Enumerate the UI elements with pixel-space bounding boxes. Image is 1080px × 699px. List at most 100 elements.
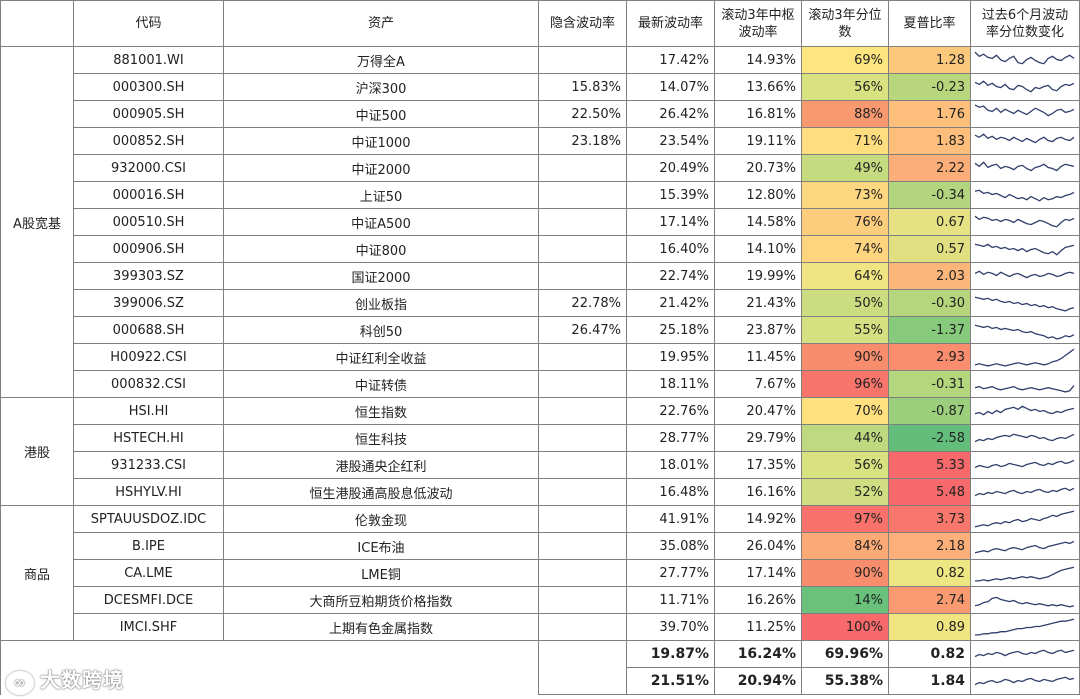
latest-vol-cell: 28.77% bbox=[626, 424, 715, 452]
sparkline-path bbox=[974, 80, 1075, 93]
table-body: A股宽基 881001.WI 万得全A 17.42% 14.93% 69% 1.28 0003… bbox=[0, 46, 1080, 641]
sparkline bbox=[975, 618, 1075, 636]
group-label: 港股 bbox=[0, 397, 74, 506]
implied-vol-cell: 26.47% bbox=[538, 316, 627, 344]
code-cell: 000906.SH bbox=[73, 235, 224, 263]
table-row: 932000.CSI 中证2000 20.49% 20.73% 49% 2.22 bbox=[1, 154, 1080, 182]
spark-cell bbox=[970, 343, 1080, 371]
sharpe-cell: 2.03 bbox=[888, 262, 971, 290]
spark-cell bbox=[970, 181, 1080, 209]
summary-latest-vol: 21.51% bbox=[626, 667, 715, 695]
code-cell: SPTAUUSDOZ.IDC bbox=[73, 505, 224, 533]
spark-cell bbox=[970, 127, 1080, 155]
sparkline bbox=[975, 566, 1075, 582]
asset-cell: 中证红利全收益 bbox=[223, 343, 539, 371]
code-cell: 000300.SH bbox=[73, 73, 224, 101]
latest-vol-cell: 25.18% bbox=[626, 316, 715, 344]
asset-cell: 上期有色金属指数 bbox=[223, 613, 539, 641]
sparkline-path bbox=[974, 596, 1075, 608]
implied-vol-cell bbox=[538, 343, 627, 371]
percentile-cell: 88% bbox=[801, 100, 889, 128]
sparkline-path bbox=[974, 405, 1075, 416]
sparkline bbox=[974, 270, 1075, 279]
spark-cell bbox=[970, 370, 1080, 398]
table-row: 000832.CSI 中证转债 18.11% 7.67% 96% -0.31 bbox=[1, 370, 1080, 398]
center-vol-cell: 20.47% bbox=[714, 397, 802, 425]
summary-latest-vol: 19.87% bbox=[626, 640, 715, 668]
percentile-cell: 64% bbox=[801, 262, 889, 290]
summary-spark-cell bbox=[970, 667, 1080, 695]
spark-cell bbox=[970, 46, 1080, 74]
code-cell: HSHYLV.HI bbox=[73, 478, 224, 506]
sparkline-path bbox=[974, 270, 1075, 279]
asset-cell: 国证2000 bbox=[223, 262, 539, 290]
asset-cell: 恒生指数 bbox=[223, 397, 539, 425]
sparkline bbox=[974, 189, 1075, 202]
asset-cell: 中证A500 bbox=[223, 208, 539, 236]
sparkline bbox=[974, 510, 1075, 528]
latest-vol-cell: 19.95% bbox=[626, 343, 715, 371]
sparkline-path bbox=[974, 243, 1075, 256]
center-vol-cell: 12.80% bbox=[714, 181, 802, 209]
table-row: B.IPE ICE布油 35.08% 26.04% 84% 2.18 bbox=[1, 532, 1080, 560]
percentile-cell: 56% bbox=[801, 451, 889, 479]
sparkline bbox=[974, 596, 1075, 608]
spark-cell bbox=[970, 613, 1080, 641]
sparkline-path bbox=[974, 296, 1075, 312]
latest-vol-cell: 27.77% bbox=[626, 559, 715, 587]
center-vol-cell: 14.93% bbox=[714, 46, 802, 74]
header-center-vol: 滚动3年中枢波动率 bbox=[714, 0, 802, 47]
spark-cell bbox=[970, 289, 1080, 317]
sharpe-cell: 2.74 bbox=[888, 586, 971, 614]
code-cell: CA.LME bbox=[73, 559, 224, 587]
latest-vol-cell: 11.71% bbox=[626, 586, 715, 614]
header-implied-vol: 隐含波动率 bbox=[538, 0, 627, 47]
sharpe-cell: 1.76 bbox=[888, 100, 971, 128]
latest-vol-cell: 26.42% bbox=[626, 100, 715, 128]
spark-cell bbox=[970, 154, 1080, 182]
latest-vol-cell: 17.14% bbox=[626, 208, 715, 236]
asset-cell: LME铜 bbox=[223, 559, 539, 587]
sharpe-cell: -0.34 bbox=[888, 181, 971, 209]
summary-center-vol: 20.94% bbox=[714, 667, 802, 695]
implied-vol-cell bbox=[538, 559, 627, 587]
header-percentile: 滚动3年分位数 bbox=[801, 0, 889, 47]
summary-blank bbox=[538, 640, 627, 695]
percentile-cell: 74% bbox=[801, 235, 889, 263]
percentile-cell: 84% bbox=[801, 532, 889, 560]
group-label: A股宽基 bbox=[0, 46, 74, 398]
sparkline-path bbox=[974, 189, 1075, 202]
implied-vol-cell: 23.18% bbox=[538, 127, 627, 155]
summary-row: 21.51% 20.94% 55.38% 1.84 bbox=[1, 667, 1080, 695]
table-row: 港股 HSI.HI 恒生指数 22.76% 20.47% 70% -0.87 bbox=[0, 397, 1080, 506]
implied-vol-cell bbox=[538, 370, 627, 398]
spark-cell bbox=[970, 532, 1080, 560]
asset-cell: 恒生科技 bbox=[223, 424, 539, 452]
sharpe-cell: 1.83 bbox=[888, 127, 971, 155]
implied-vol-cell bbox=[538, 262, 627, 290]
table-row: 000852.SH 中证1000 23.18% 23.54% 19.11% 71% 1.83 bbox=[1, 127, 1080, 155]
latest-vol-cell: 39.70% bbox=[626, 613, 715, 641]
table-row: 商品 SPTAUUSDOZ.IDC 伦敦金现 41.91% 14.92% 97% 3.73 bbox=[0, 505, 1080, 641]
code-cell: 881001.WI bbox=[73, 46, 224, 74]
sparkline-path bbox=[974, 510, 1075, 528]
sparkline-path bbox=[974, 459, 1075, 469]
percentile-cell: 90% bbox=[801, 559, 889, 587]
sparkline bbox=[974, 324, 1075, 340]
implied-vol-cell bbox=[538, 478, 627, 506]
sharpe-cell: 5.48 bbox=[888, 478, 971, 506]
percentile-cell: 69% bbox=[801, 46, 889, 74]
table-summary: 19.87% 16.24% 69.96% 0.82 21.51% 20.94% 55.38%… bbox=[0, 640, 1080, 695]
sharpe-cell: 2.18 bbox=[888, 532, 971, 560]
implied-vol-cell bbox=[538, 397, 627, 425]
sparkline bbox=[974, 649, 1075, 658]
implied-vol-cell bbox=[538, 46, 627, 74]
latest-vol-cell: 22.76% bbox=[626, 397, 715, 425]
asset-cell: 港股通央企红利 bbox=[223, 451, 539, 479]
center-vol-cell: 13.66% bbox=[714, 73, 802, 101]
sparkline bbox=[974, 51, 1075, 65]
implied-vol-cell bbox=[538, 154, 627, 182]
percentile-cell: 96% bbox=[801, 370, 889, 398]
sparkline bbox=[974, 433, 1075, 443]
sparkline-path bbox=[975, 618, 1075, 636]
